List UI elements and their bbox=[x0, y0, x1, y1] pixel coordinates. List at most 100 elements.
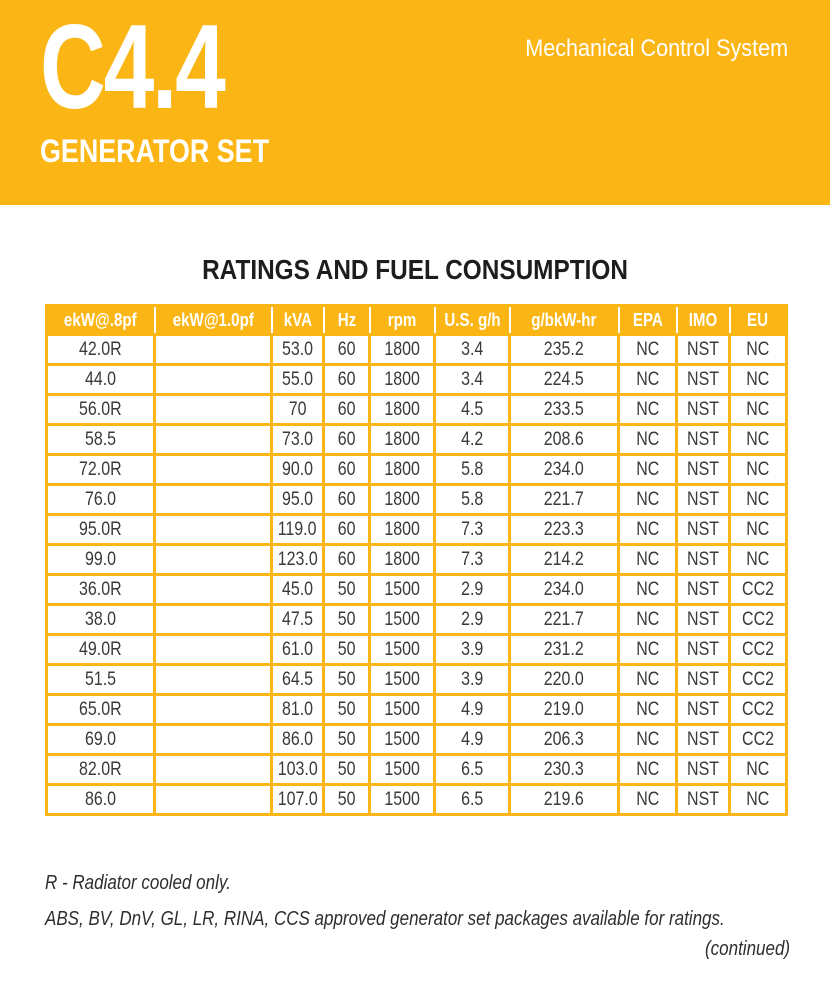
cell: NST bbox=[675, 663, 731, 696]
cell: 60 bbox=[322, 543, 371, 576]
cell: 65.0R bbox=[45, 693, 156, 726]
cell: 1500 bbox=[368, 783, 436, 816]
cell: 1500 bbox=[368, 723, 436, 756]
cell bbox=[153, 453, 273, 486]
table-row: 38.0 47.5 50 1500 2.9 221.7 NC NST CC2 bbox=[45, 603, 788, 636]
cell: CC2 bbox=[728, 693, 788, 726]
column-header: EU bbox=[729, 305, 787, 335]
table-row: 95.0R 119.0 60 1800 7.3 223.3 NC NST NC bbox=[45, 513, 788, 546]
cell: 123.0 bbox=[270, 543, 325, 576]
cell: 1500 bbox=[368, 603, 436, 636]
cell: 69.0 bbox=[45, 723, 156, 756]
cell: NC bbox=[617, 693, 678, 726]
table-row: 76.0 95.0 60 1800 5.8 221.7 NC NST NC bbox=[45, 483, 788, 516]
cell: NC bbox=[617, 573, 678, 606]
cell: 76.0 bbox=[45, 483, 156, 516]
cell: NC bbox=[728, 363, 788, 396]
cell: NC bbox=[617, 663, 678, 696]
cell: 1500 bbox=[368, 663, 436, 696]
cell: 50 bbox=[322, 633, 371, 666]
cell bbox=[153, 333, 273, 366]
cell: NC bbox=[617, 543, 678, 576]
cell bbox=[153, 633, 273, 666]
cell: NST bbox=[675, 753, 731, 786]
cell: 56.0R bbox=[45, 393, 156, 426]
cell: NC bbox=[728, 543, 788, 576]
cell: 50 bbox=[322, 663, 371, 696]
cell: 44.0 bbox=[45, 363, 156, 396]
section-title: RATINGS AND FUEL CONSUMPTION bbox=[202, 254, 628, 285]
cell: 4.5 bbox=[433, 393, 511, 426]
cell: 3.4 bbox=[433, 363, 511, 396]
cell: 90.0 bbox=[270, 453, 325, 486]
cell: 1800 bbox=[368, 393, 436, 426]
cell: 72.0R bbox=[45, 453, 156, 486]
column-header: Hz bbox=[323, 305, 371, 335]
column-header: ekW@1.0pf bbox=[154, 305, 273, 335]
cell: 219.6 bbox=[508, 783, 620, 816]
cell: 51.5 bbox=[45, 663, 156, 696]
cell: 1800 bbox=[368, 333, 436, 366]
cell: CC2 bbox=[728, 663, 788, 696]
cell: NC bbox=[617, 453, 678, 486]
cell: NC bbox=[617, 723, 678, 756]
control-system-label: Mechanical Control System bbox=[525, 35, 788, 62]
cell bbox=[153, 603, 273, 636]
cell: 95.0 bbox=[270, 483, 325, 516]
cell: 50 bbox=[322, 753, 371, 786]
cell: 1500 bbox=[368, 633, 436, 666]
column-header: rpm bbox=[369, 305, 436, 335]
cell: 234.0 bbox=[508, 573, 620, 606]
table-row: 56.0R 70 60 1800 4.5 233.5 NC NST NC bbox=[45, 393, 788, 426]
cell bbox=[153, 543, 273, 576]
cell: NC bbox=[617, 483, 678, 516]
column-header: EPA bbox=[618, 305, 678, 335]
cell: 206.3 bbox=[508, 723, 620, 756]
cell: 58.5 bbox=[45, 423, 156, 456]
cell: 1800 bbox=[368, 423, 436, 456]
cell: NST bbox=[675, 393, 731, 426]
cell bbox=[153, 723, 273, 756]
cell: 55.0 bbox=[270, 363, 325, 396]
cell: 95.0R bbox=[45, 513, 156, 546]
ratings-table: ekW@.8pf ekW@1.0pf kVA Hz rpm U.S. g/h g/bkW-h… bbox=[45, 304, 788, 816]
cell: NST bbox=[675, 693, 731, 726]
generator-set-label: GENERATOR SET bbox=[40, 133, 270, 169]
cell: 50 bbox=[322, 693, 371, 726]
table-row: 82.0R 103.0 50 1500 6.5 230.3 NC NST NC bbox=[45, 753, 788, 786]
cell: NST bbox=[675, 633, 731, 666]
cell: 86.0 bbox=[45, 783, 156, 816]
cell: 230.3 bbox=[508, 753, 620, 786]
cell: 1800 bbox=[368, 543, 436, 576]
cell: 6.5 bbox=[433, 783, 511, 816]
cell: NC bbox=[617, 363, 678, 396]
cell: CC2 bbox=[728, 603, 788, 636]
table-row: 44.0 55.0 60 1800 3.4 224.5 NC NST NC bbox=[45, 363, 788, 396]
cell bbox=[153, 573, 273, 606]
cell: 119.0 bbox=[270, 513, 325, 546]
cell: 49.0R bbox=[45, 633, 156, 666]
table-row: 49.0R 61.0 50 1500 3.9 231.2 NC NST CC2 bbox=[45, 633, 788, 666]
cell: 4.2 bbox=[433, 423, 511, 456]
cell: NC bbox=[728, 753, 788, 786]
cell: 50 bbox=[322, 723, 371, 756]
cell: NC bbox=[728, 393, 788, 426]
note-radiator: R - Radiator cooled only. bbox=[45, 872, 231, 894]
cell: 3.9 bbox=[433, 633, 511, 666]
cell: 38.0 bbox=[45, 603, 156, 636]
note-approvals: ABS, BV, DnV, GL, LR, RINA, CCS approved… bbox=[45, 908, 725, 930]
cell: 221.7 bbox=[508, 603, 620, 636]
table-header-row: ekW@.8pf ekW@1.0pf kVA Hz rpm U.S. g/h g/bkW-h… bbox=[46, 305, 787, 335]
cell: NC bbox=[617, 783, 678, 816]
cell: 53.0 bbox=[270, 333, 325, 366]
cell: 234.0 bbox=[508, 453, 620, 486]
cell: NST bbox=[675, 483, 731, 516]
cell: NC bbox=[617, 423, 678, 456]
cell: NST bbox=[675, 723, 731, 756]
cell bbox=[153, 393, 273, 426]
cell: 60 bbox=[322, 513, 371, 546]
cell: 224.5 bbox=[508, 363, 620, 396]
cell: NST bbox=[675, 513, 731, 546]
cell: NC bbox=[617, 513, 678, 546]
cell: 64.5 bbox=[270, 663, 325, 696]
